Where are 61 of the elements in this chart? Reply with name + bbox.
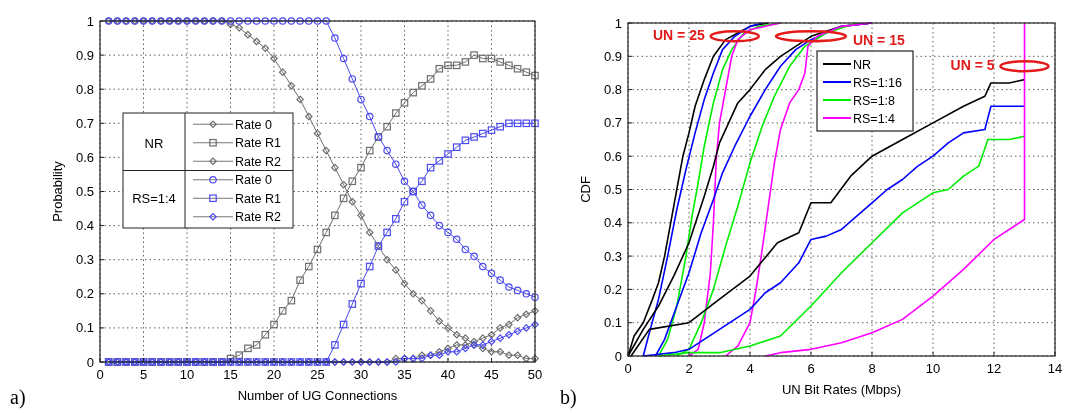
legend-label: Rate R1 xyxy=(235,136,281,151)
x-tick-label: 10 xyxy=(179,367,195,382)
y-tick-label: 0.4 xyxy=(603,215,622,231)
legend-label: Rate R1 xyxy=(235,191,281,206)
x-tick-label: 12 xyxy=(986,361,1002,376)
y-axis-title: Probability xyxy=(50,160,65,222)
x-axis-title: Number of UG Connections xyxy=(237,388,398,403)
y-tick-label: 0.3 xyxy=(75,252,94,268)
legend-label: Rate R2 xyxy=(235,210,281,225)
y-tick-label: 0.6 xyxy=(75,149,94,165)
x-tick-label: 0 xyxy=(624,361,632,376)
annotation: UN = 25 xyxy=(653,27,705,44)
y-tick-label: 1 xyxy=(614,15,622,31)
y-tick-label: 0.8 xyxy=(75,81,94,97)
y-tick-label: 0.6 xyxy=(603,148,622,164)
y-tick-label: 1 xyxy=(86,13,94,29)
x-tick-label: 45 xyxy=(484,367,499,382)
annotation: NR xyxy=(144,135,164,151)
y-tick-label: 0.3 xyxy=(603,248,622,264)
legend-label: Rate 0 xyxy=(235,117,272,132)
legend-label: RS=1:16 xyxy=(853,75,903,90)
y-tick-label: 0.7 xyxy=(75,115,94,131)
y-tick-label: 0.4 xyxy=(75,218,94,234)
legend-label: Rate R2 xyxy=(235,154,281,169)
annotation: RS=1:4 xyxy=(132,191,176,207)
y-tick-label: 0.5 xyxy=(75,184,94,199)
y-tick-label: 0.9 xyxy=(75,47,94,63)
x-tick-label: 4 xyxy=(746,361,754,376)
y-tick-label: 0.2 xyxy=(75,286,94,302)
y-tick-label: 0.8 xyxy=(603,82,622,98)
y-tick-label: 0.7 xyxy=(603,115,622,131)
text: a) xyxy=(10,386,26,409)
x-tick-label: 2 xyxy=(685,361,693,376)
x-tick-label: 5 xyxy=(139,367,148,382)
legend-label: RS=1:8 xyxy=(853,93,896,108)
y-tick-label: 0.5 xyxy=(603,182,622,197)
x-tick-label: 8 xyxy=(868,361,876,376)
x-tick-label: 0 xyxy=(96,367,104,382)
annotation: UN = 15 xyxy=(853,32,905,49)
x-tick-label: 10 xyxy=(925,361,941,376)
x-tick-label: 25 xyxy=(310,367,325,382)
y-tick-label: 0.1 xyxy=(75,320,94,336)
legend-label: Rate 0 xyxy=(235,173,272,188)
y-tick-label: 0.2 xyxy=(603,281,622,297)
annotation: UN = 5 xyxy=(950,57,995,74)
y-tick-label: 0.1 xyxy=(603,315,622,331)
x-tick-label: 6 xyxy=(807,361,815,376)
x-tick-label: 20 xyxy=(266,367,282,382)
x-tick-label: 14 xyxy=(1047,361,1063,376)
y-tick-label: 0.9 xyxy=(603,48,622,64)
y-tick-label: 0 xyxy=(614,348,622,364)
x-tick-label: 15 xyxy=(223,367,238,382)
x-tick-label: 50 xyxy=(527,367,543,382)
y-axis-title: CDF xyxy=(578,176,593,203)
legend-label: NR xyxy=(853,57,872,72)
legend-label: RS=1:4 xyxy=(853,111,896,126)
x-tick-label: 30 xyxy=(353,367,369,382)
x-tick-label: 35 xyxy=(397,367,412,382)
x-axis-title: UN Bit Rates (Mbps) xyxy=(781,382,902,397)
text: b) xyxy=(560,386,577,409)
x-tick-label: 40 xyxy=(440,367,456,382)
